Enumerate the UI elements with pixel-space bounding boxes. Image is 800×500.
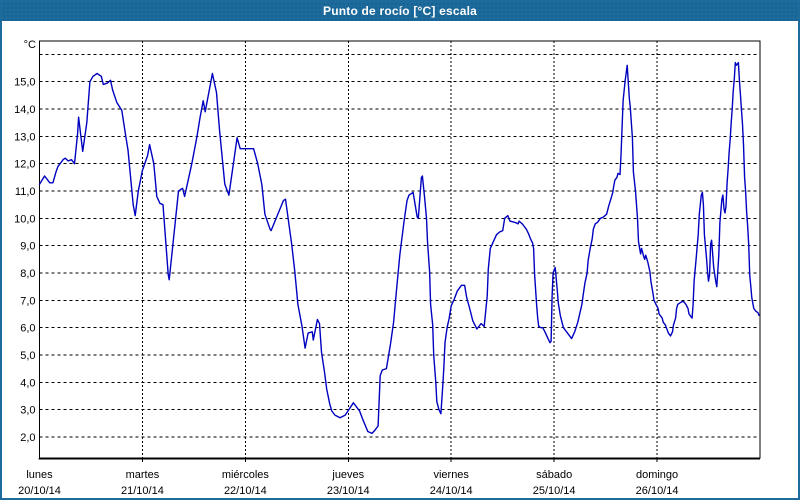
y-tick-label: 2,0 — [20, 432, 35, 444]
x-date-label: 26/10/14 — [636, 485, 679, 497]
y-tick-label: 8,0 — [20, 268, 35, 280]
x-weekday-label: lunes — [26, 469, 53, 481]
x-date-label: 25/10/14 — [533, 485, 576, 497]
x-weekday-label: domingo — [636, 469, 678, 481]
x-weekday-label: miércoles — [222, 469, 270, 481]
y-tick-label: 15,0 — [14, 77, 35, 89]
x-date-label: 22/10/14 — [224, 485, 267, 497]
x-date-label: 21/10/14 — [121, 485, 164, 497]
y-tick-label: 6,0 — [20, 323, 35, 335]
x-weekday-label: jueves — [331, 469, 364, 481]
title-bar: Punto de rocío [°C] escala — [2, 2, 798, 21]
y-tick-label: 4,0 — [20, 377, 35, 389]
x-date-label: 20/10/14 — [18, 485, 61, 497]
window-title: Punto de rocío [°C] escala — [322, 4, 478, 18]
x-weekday-label: sábado — [536, 469, 572, 481]
x-date-label: 24/10/14 — [430, 485, 473, 497]
y-tick-label: 13,0 — [14, 131, 35, 143]
x-date-label: 23/10/14 — [327, 485, 370, 497]
plot-border — [39, 40, 761, 459]
x-weekday-label: martes — [126, 469, 160, 481]
x-weekday-label: viernes — [433, 469, 469, 481]
y-tick-label: 9,0 — [20, 241, 35, 253]
dewpoint-series-line — [38, 61, 760, 435]
y-tick-label: 12,0 — [14, 159, 35, 171]
y-tick-label: 10,0 — [14, 213, 35, 225]
y-tick-label: 7,0 — [20, 295, 35, 307]
y-tick-label: 3,0 — [20, 405, 35, 417]
y-tick-label: 5,0 — [20, 350, 35, 362]
y-axis-unit-label: °C — [24, 39, 36, 51]
y-tick-label: 14,0 — [14, 104, 35, 116]
y-tick-label: 11,0 — [15, 186, 36, 198]
dewpoint-chart: 15,0 14,0 13,0 12,0 11,0 10,0 9,0 8,0 7,0 6,0 5,0 4… — [14, 39, 761, 497]
